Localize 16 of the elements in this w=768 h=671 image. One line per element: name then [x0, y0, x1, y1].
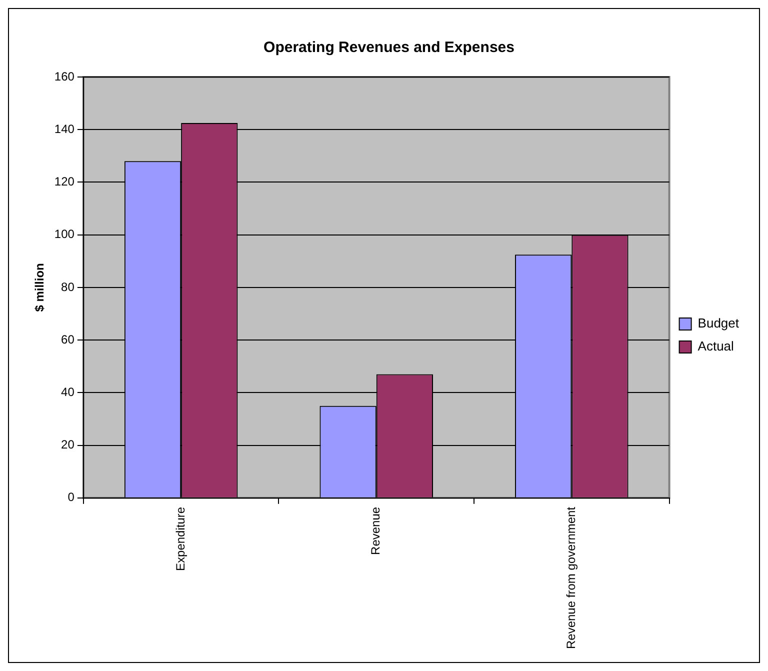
y-tick-label: 0 [68, 490, 75, 504]
y-tick-label: 120 [54, 174, 75, 189]
y-tick-label: 100 [54, 227, 75, 242]
legend-label: Budget [698, 316, 740, 331]
chart-title: Operating Revenues and Expenses [264, 39, 514, 56]
x-tick-label: Revenue from government [564, 506, 578, 650]
y-tick-label: 160 [54, 69, 75, 84]
y-tick-label: 20 [61, 438, 75, 452]
y-tick-label: 40 [61, 385, 75, 400]
y-tick-label: 60 [61, 332, 75, 346]
x-tick-label: Revenue [368, 506, 383, 555]
y-tick-label: 140 [54, 122, 75, 136]
x-tick-label: Expenditure [173, 506, 188, 571]
y-axis-title: $ million [32, 263, 47, 312]
y-tick-label: 80 [61, 280, 75, 294]
legend-label: Actual [698, 338, 734, 354]
